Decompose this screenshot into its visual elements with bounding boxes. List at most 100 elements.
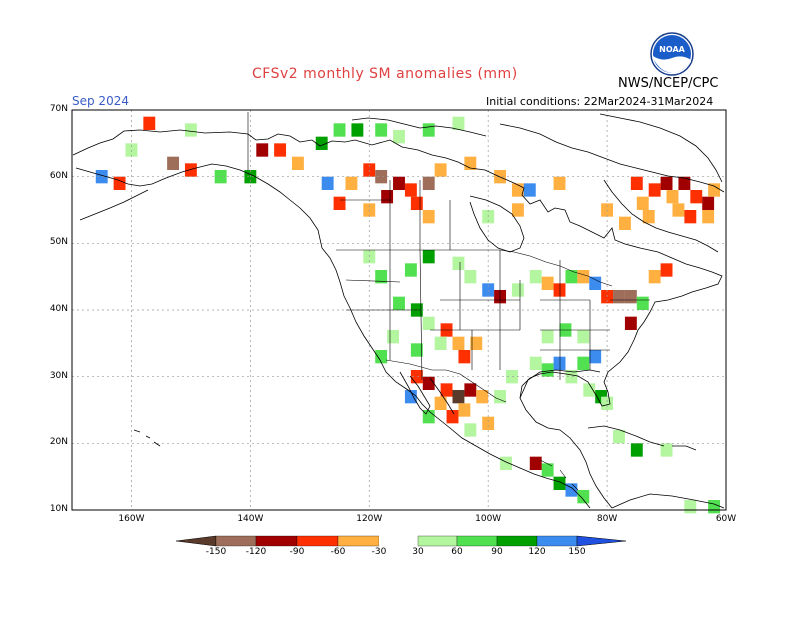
chart-title: CFSv2 monthly SM anomalies (mm) [252,66,518,82]
colorbar-arrow-left [175,535,217,547]
anomaly-cell [494,390,507,404]
anomaly-cell [684,210,697,224]
anomaly-cell [440,383,453,397]
anomaly-cell [434,396,447,410]
colorbar-segment [496,535,538,547]
anomaly-cell [464,383,477,397]
canada-province-lines [340,180,451,250]
colorbar-segment [296,535,339,547]
anomaly-cell [553,356,566,370]
anomaly-cell [375,270,388,284]
south-america-coast [611,493,725,509]
anomaly-cell [565,483,578,497]
agency-label: NWS/NCEP/CPC [618,76,719,91]
anomaly-cell [630,443,643,457]
anomaly-cell [184,163,197,177]
anomaly-cell [666,190,679,204]
lon-label: 140W [237,514,264,524]
anomaly-cell [214,170,227,184]
anomaly-cell [422,316,435,330]
anomaly-cell [541,330,554,344]
anomaly-cell [541,276,554,290]
anomaly-cell [500,456,512,470]
anomaly-cell [648,183,661,197]
colorbar-tick-label: -60 [330,547,346,557]
anomaly-cell [446,410,459,424]
anomaly-cell [678,176,691,190]
anomaly-cell [95,170,108,184]
colorbar-segment [215,535,257,547]
anomaly-cell [553,283,566,297]
anomaly-cell [422,250,435,264]
map-frame [71,109,727,511]
colorbar-segment [255,535,298,547]
colorbar-segment [337,535,380,547]
lon-label: 80W [596,514,618,524]
lat-label: 30N [49,370,68,381]
alaska-coast [75,163,323,249]
anomaly-cell [577,356,590,370]
anomaly-cell [708,500,721,514]
lat-label: 20N [49,437,68,448]
anomaly-cell [541,363,554,377]
anomaly-cell [291,156,304,170]
anomaly-cell [672,203,685,217]
anomaly-cell [464,270,477,284]
anomaly-cell [624,290,637,304]
anomaly-cell [393,130,405,144]
anomaly-cell [636,296,649,310]
colorbar-segment [379,536,418,546]
anomaly-cell [476,390,489,404]
anomaly-cell [167,156,180,170]
anomaly-cell [660,263,673,277]
colorbar-tick-label: 30 [412,547,424,557]
hudson-bay [469,195,525,253]
colorbar-arrow-right [576,535,627,547]
lat-label: 70N [49,104,68,114]
aleutians [79,189,149,221]
lon-label: 120W [356,514,383,524]
anomaly-cell [684,500,697,514]
lat-label: 10N [49,504,68,514]
colorbar-tick-label: 150 [568,547,586,557]
us-mexico-border [385,359,507,403]
anomaly-cell [422,123,435,137]
gulf-of-california [429,377,455,415]
anomaly-cell [333,196,346,210]
anomaly-cell [482,416,495,430]
anomaly-cell [464,423,477,437]
anomaly-cell [458,403,471,417]
colorbar-segment [536,535,578,547]
anomaly-cell [375,123,388,137]
anomaly-cell [274,143,287,157]
colorbar-tick-label: 60 [451,547,463,557]
anomaly-cell [630,176,643,190]
colorbar-segment [417,535,458,547]
anomaly-cell [541,463,554,477]
anomaly-cell [702,210,715,224]
hawaii [133,429,161,447]
anomaly-cell [511,203,524,217]
anomaly-cell [660,176,673,190]
cuba [587,425,665,447]
labrador-coast [603,179,719,253]
colorbar-tick-label: -150 [205,547,227,557]
anomaly-cell [333,123,346,137]
lon-label: 100W [475,514,502,524]
anomaly-cell [256,143,269,157]
anomaly-cell [434,163,447,177]
anomaly-cell [422,210,435,224]
anomaly-cell [393,176,405,190]
lon-label: 60W [715,514,737,524]
anomaly-cell [511,283,524,297]
lat-label: 50N [49,237,68,248]
colorbar-tick-label: -30 [371,547,387,557]
anomaly-cell [648,270,661,284]
anomaly-cell [452,390,465,404]
colorbar-tick-label: 120 [528,547,546,557]
anomaly-cell [434,336,447,350]
anomaly-cell [523,183,536,197]
anomaly-cell [529,456,542,470]
central-america-borders [539,459,579,491]
anomaly-cell [618,216,631,230]
